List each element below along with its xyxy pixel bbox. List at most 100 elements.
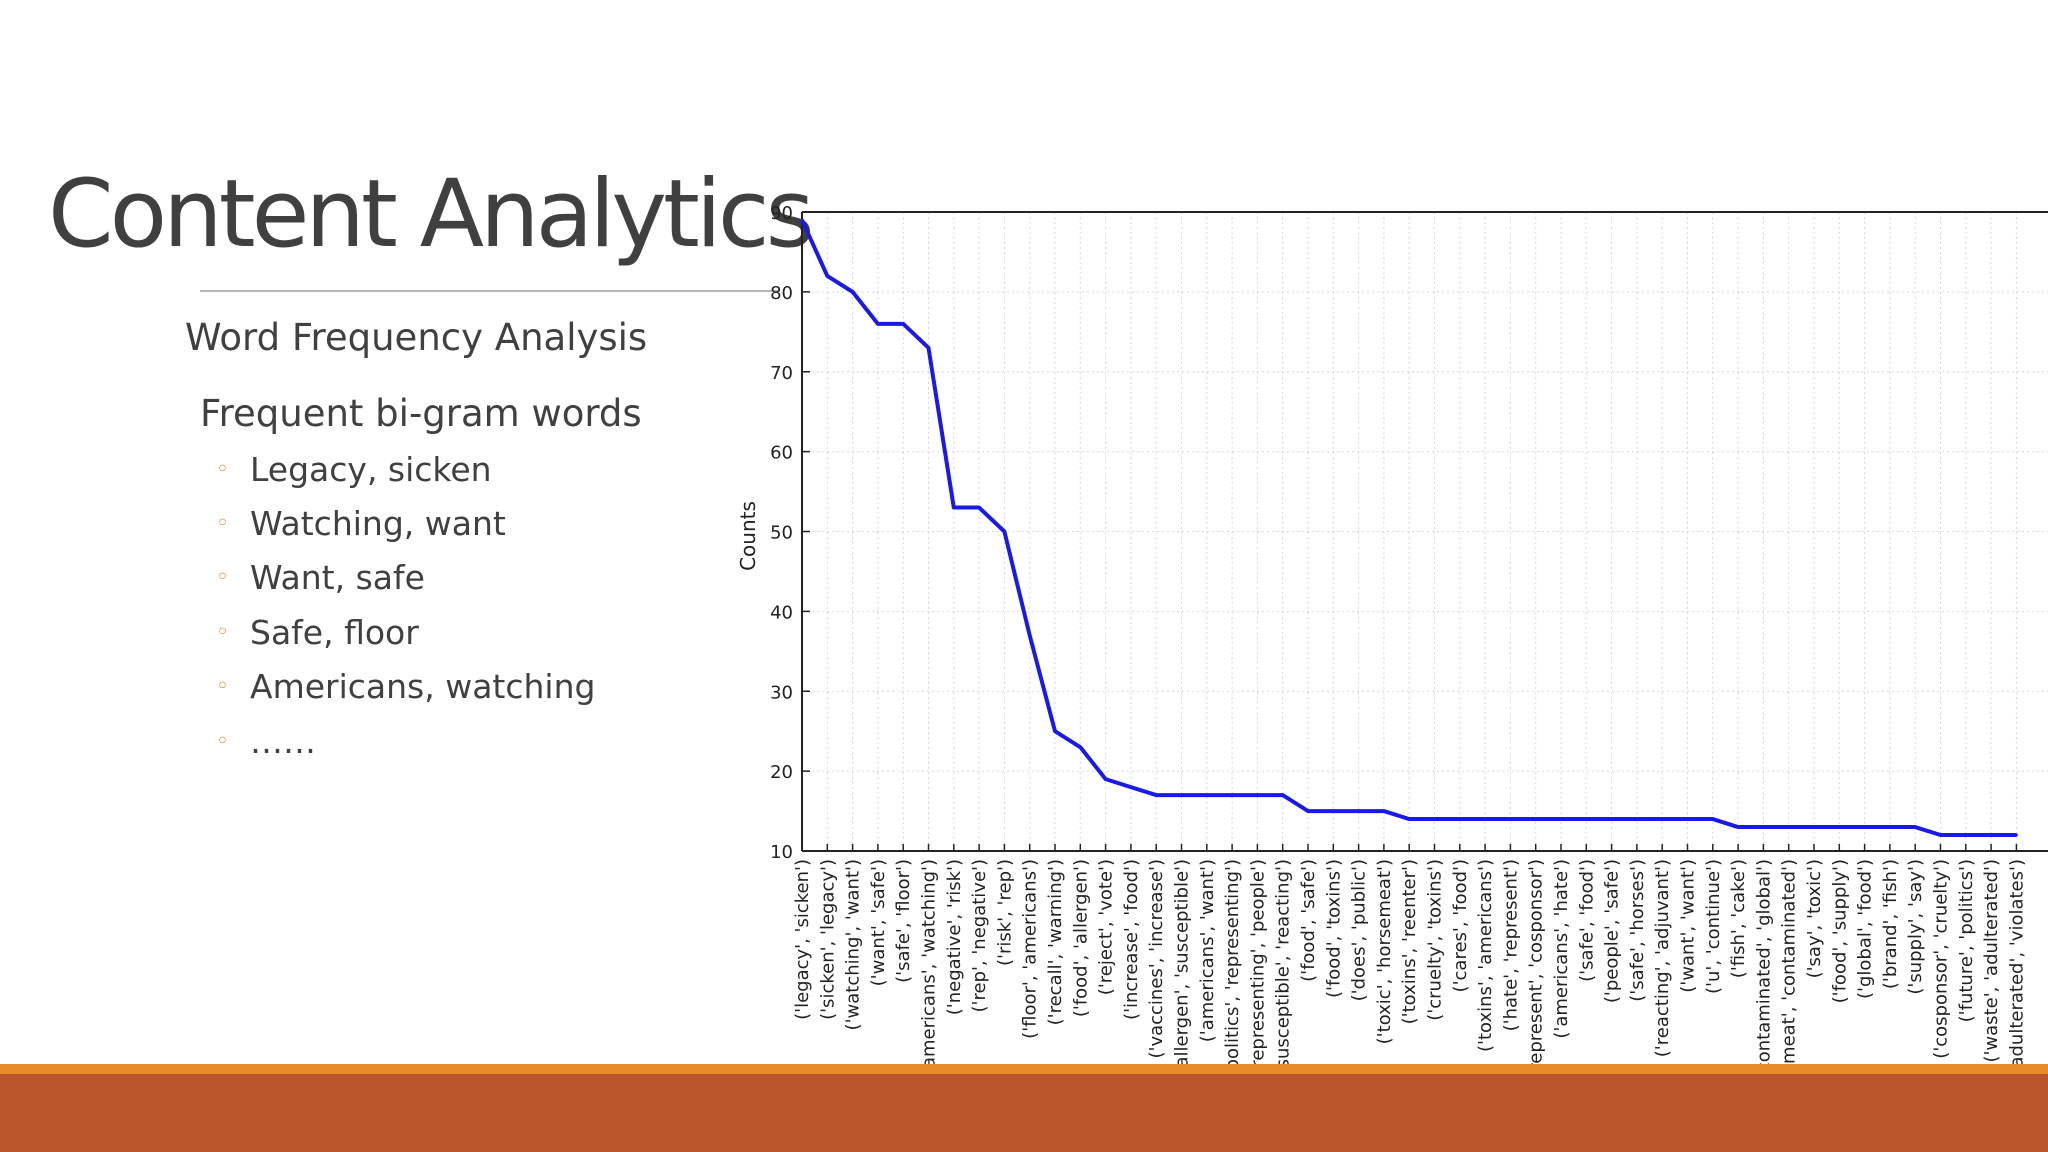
data-point: [1281, 793, 1285, 797]
x-tick-label: ('global', 'food'): [1855, 859, 1876, 999]
y-tick-label: 90: [770, 203, 793, 224]
data-point: [1357, 809, 1361, 813]
data-point: [1837, 825, 1841, 829]
x-tick-label: ('representing', 'people'): [1247, 859, 1268, 1080]
data-point: [825, 274, 829, 278]
bullet-item: ◦ Watching, want: [216, 496, 595, 550]
data-point: [1483, 817, 1487, 821]
data-point: [1761, 825, 1765, 829]
bullet-text: Americans, watching: [250, 667, 596, 707]
data-point: [1508, 817, 1512, 821]
data-point: [1534, 817, 1538, 821]
x-tick-label: ('toxins', 'americans'): [1475, 859, 1496, 1052]
circle-bullet-icon: ◦: [216, 565, 229, 591]
data-point: [1458, 817, 1462, 821]
bullet-list: ◦ Legacy, sicken ◦ Watching, want ◦ Want, s…: [216, 442, 595, 768]
x-tick-label: ('politics', 'representing'): [1222, 859, 1243, 1082]
x-tick-label: ('does', 'public'): [1349, 859, 1370, 1001]
x-tick-label: ('hate', 'represent'): [1500, 859, 1521, 1031]
x-tick-label: ('safe', 'food'): [1576, 859, 1597, 982]
data-point: [1154, 793, 1158, 797]
x-tick-label: ('future', 'politics'): [1956, 859, 1977, 1022]
x-tick-label: ('increase', 'food'): [1121, 859, 1142, 1020]
data-point: [1559, 817, 1563, 821]
data-point: [952, 506, 956, 510]
bullet-item: ◦ Americans, watching: [216, 660, 595, 714]
x-tick-label: ('americans', 'hate'): [1551, 859, 1572, 1039]
data-point: [1028, 633, 1032, 637]
data-point: [1382, 809, 1386, 813]
bullet-text: ……: [250, 721, 316, 761]
data-point: [1180, 793, 1183, 797]
y-tick-label: 50: [770, 523, 793, 544]
data-point: [1913, 825, 1917, 829]
data-point: [1863, 825, 1867, 829]
x-tick-label: ('sicken', 'legacy'): [817, 859, 838, 1020]
x-tick-label: ('say', 'toxic'): [1804, 859, 1825, 978]
data-point: [1787, 825, 1791, 829]
bullet-text: Want, safe: [250, 558, 425, 598]
data-point: [800, 218, 804, 222]
data-point: [1584, 817, 1588, 821]
data-point: [1812, 825, 1816, 829]
x-tick-label: ('risk', 'rep'): [994, 859, 1015, 966]
x-tick-label: ('waste', 'adulterated'): [1981, 859, 2002, 1063]
x-tick-label: ('want', 'safe'): [868, 859, 889, 986]
circle-bullet-icon: ◦: [216, 674, 229, 700]
y-tick-label: 80: [770, 283, 793, 304]
data-point: [1635, 817, 1639, 821]
data-point: [977, 506, 981, 510]
x-tick-label: ('reacting', 'adjuvant'): [1652, 859, 1673, 1057]
data-point: [1660, 817, 1664, 821]
x-tick-label: ('susceptible', 'reacting'): [1273, 859, 1294, 1080]
bullet-item: ◦ Safe, floor: [216, 605, 595, 659]
data-point: [1331, 809, 1335, 813]
x-tick-label: ('legacy', 'sicken'): [792, 859, 813, 1020]
circle-bullet-icon: ◦: [216, 619, 229, 645]
x-tick-label: ('rep', 'negative'): [969, 859, 990, 1013]
y-tick-label: 40: [770, 602, 793, 623]
circle-bullet-icon: ◦: [216, 511, 229, 537]
circle-bullet-icon: ◦: [216, 456, 229, 482]
data-point: [1433, 817, 1436, 821]
data-point: [876, 322, 880, 326]
bullet-text: Watching, want: [250, 504, 506, 544]
data-point: [1002, 530, 1006, 533]
y-tick-label: 20: [770, 762, 793, 783]
data-point: [1053, 729, 1057, 733]
bullet-item: ◦ ……: [216, 714, 595, 768]
data-point: [1610, 817, 1614, 821]
footer-accent-stripe: [0, 1064, 2048, 1074]
slide-subtitle: Word Frequency Analysis: [185, 316, 648, 359]
x-tick-label: ('watching', 'want'): [843, 859, 864, 1030]
x-tick-label: ('horsemeat', 'contaminated'): [1779, 859, 1800, 1126]
x-tick-label: ('floor', 'americans'): [1020, 859, 1041, 1039]
data-point: [927, 346, 930, 350]
data-point: [1205, 793, 1209, 797]
data-point: [1230, 793, 1234, 797]
x-tick-label: ('toxic', 'horsemeat'): [1374, 859, 1395, 1044]
x-tick-label: ('food', 'supply'): [1829, 859, 1850, 1003]
section-heading: Frequent bi-gram words: [200, 392, 642, 435]
x-tick-label: ('americans', 'want'): [1197, 859, 1218, 1042]
data-point: [2014, 833, 2018, 837]
bullet-item: ◦ Legacy, sicken: [216, 442, 595, 496]
x-tick-label: ('negative', 'risk'): [944, 859, 965, 1015]
x-tick-label: ('represent', 'cosponsor'): [1526, 859, 1547, 1083]
x-tick-label: ('u', 'continue'): [1703, 859, 1724, 994]
footer-band: [0, 1074, 2048, 1152]
data-point: [1407, 817, 1411, 821]
y-tick-label: 30: [770, 682, 793, 703]
x-tick-label: ('cares', 'food'): [1450, 859, 1471, 992]
x-tick-label: ('brand', 'fish'): [1880, 859, 1901, 989]
x-tick-label: ('contaminated', 'global'): [1753, 859, 1774, 1084]
data-point: [1129, 785, 1133, 789]
data-point: [901, 322, 905, 326]
data-point: [1306, 809, 1310, 813]
data-point: [1736, 825, 1740, 829]
data-point: [1255, 793, 1259, 797]
data-point: [1964, 833, 1968, 837]
slide-title: Content Analytics: [48, 160, 815, 269]
data-point: [1711, 817, 1715, 821]
